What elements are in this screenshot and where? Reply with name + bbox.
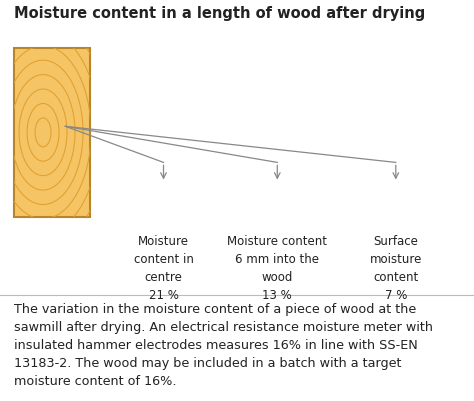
Text: Moisture content in a length of wood after drying: Moisture content in a length of wood aft… (14, 6, 426, 21)
Bar (14, 48, 90, 217)
Text: Moisture
content in
centre
21 %: Moisture content in centre 21 % (134, 235, 193, 302)
Text: The variation in the moisture content of a piece of wood at the
sawmill after dr: The variation in the moisture content of… (14, 303, 433, 388)
Text: Moisture content
6 mm into the
wood
13 %: Moisture content 6 mm into the wood 13 % (228, 235, 327, 302)
Bar (14, 48, 90, 217)
Text: Surface
moisture
content
7 %: Surface moisture content 7 % (370, 235, 422, 302)
